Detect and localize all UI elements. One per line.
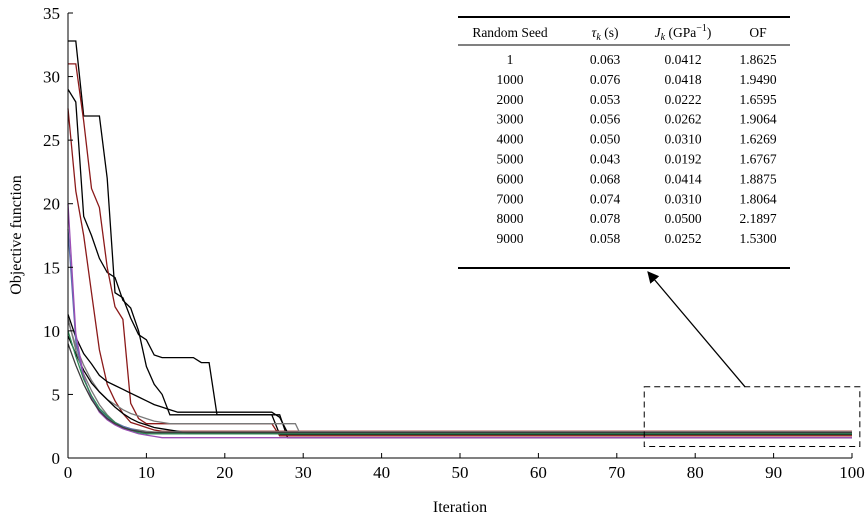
series-line-1 <box>68 40 852 439</box>
series-line-11 <box>67 330 852 435</box>
x-axis-title: Iteration <box>433 499 487 516</box>
table-cell: 6000 <box>497 171 524 186</box>
table-cell: 8000 <box>497 211 524 226</box>
x-tick-label: 90 <box>765 463 782 482</box>
series-line-3 <box>68 63 852 437</box>
series-line-10 <box>67 203 852 439</box>
table-cell: 1.6269 <box>739 132 776 147</box>
series-layer <box>67 40 852 439</box>
x-tick-label: 50 <box>452 463 469 482</box>
table-cell: 0.0262 <box>664 112 701 127</box>
table-cell: 9000 <box>497 231 524 246</box>
table-cell: 1.9064 <box>739 112 776 127</box>
table-cell: 0.068 <box>590 171 621 186</box>
table-cell: 1.5300 <box>739 231 776 246</box>
table-header-seed: Random Seed <box>472 25 548 40</box>
table-body: 1 0.063 0.0412 1.8625 1000 0.076 0.0418 1.9490 2… <box>497 52 777 246</box>
zoom-annotation <box>643 271 861 448</box>
table-cell: 0.078 <box>590 211 621 226</box>
table-cell: 0.0500 <box>664 211 701 226</box>
series-line-7 <box>67 335 852 434</box>
x-tick-label: 70 <box>608 463 625 482</box>
y-tick-label: 15 <box>43 258 60 277</box>
table-cell: 0.050 <box>590 132 621 147</box>
y-axis-title: Objective function <box>8 175 25 295</box>
x-tick-label: 80 <box>687 463 704 482</box>
y-tick-label: 30 <box>43 68 60 87</box>
x-tick-label: 40 <box>373 463 390 482</box>
series-line-5 <box>67 314 852 434</box>
series-line-6 <box>67 320 852 433</box>
table-cell: 1000 <box>497 72 524 87</box>
table-cell: 0.0310 <box>664 132 701 147</box>
table-cell: 7000 <box>497 191 524 206</box>
table-cell: 0.074 <box>590 191 621 206</box>
table-header-jk: Jk (GPa−1) <box>655 23 712 43</box>
table-cell: 0.063 <box>590 52 621 67</box>
table-cell: 1.6767 <box>739 152 776 167</box>
x-tick-label: 100 <box>839 463 865 482</box>
table-header-tau: τk (s) <box>592 25 619 43</box>
series-line-12 <box>67 343 852 434</box>
zoom-arrow <box>647 271 746 388</box>
y-tick-label: 20 <box>43 195 60 214</box>
y-tick-label: 0 <box>52 449 61 468</box>
y-tick-label: 35 <box>43 4 60 23</box>
table-cell: 0.058 <box>590 231 621 246</box>
table-cell: 1.9490 <box>739 72 776 87</box>
seed-results-table: Random Seed τk (s) Jk (GPa−1) OF 1 0.063 0… <box>458 16 790 269</box>
zoom-box <box>643 386 861 448</box>
x-tick-label: 30 <box>295 463 312 482</box>
table-cell: 0.0412 <box>664 52 701 67</box>
table-header-of: OF <box>749 25 767 40</box>
x-tick-label: 0 <box>64 463 73 482</box>
table-cell: 2.1897 <box>739 211 776 226</box>
series-line-4 <box>67 108 852 432</box>
table-cell: 0.0222 <box>664 92 701 107</box>
x-tick-label: 60 <box>530 463 547 482</box>
table-cell: 1.6595 <box>739 92 776 107</box>
table-cell: 4000 <box>497 132 524 147</box>
table-cell: 5000 <box>497 152 524 167</box>
y-tick-label: 25 <box>43 131 60 150</box>
table-cell: 0.0192 <box>664 152 701 167</box>
table-cell: 1 <box>507 52 514 67</box>
y-tick-label: 5 <box>52 385 61 404</box>
table-cell: 0.0252 <box>664 231 701 246</box>
table-cell: 0.056 <box>590 112 621 127</box>
y-tick-label: 10 <box>43 322 60 341</box>
table-cell: 3000 <box>497 112 524 127</box>
table-cell: 0.0418 <box>664 72 701 87</box>
series-line-9 <box>67 229 852 434</box>
table-cell: 1.8064 <box>739 191 776 206</box>
x-tick-label: 20 <box>216 463 233 482</box>
table-cell: 2000 <box>497 92 524 107</box>
table-cell: 1.8875 <box>739 171 776 186</box>
table-cell: 0.076 <box>590 72 621 87</box>
x-tick-label: 10 <box>138 463 155 482</box>
table-cell: 0.053 <box>590 92 621 107</box>
table-cell: 0.0414 <box>664 171 701 186</box>
table-cell: 0.043 <box>590 152 621 167</box>
table-cell: 0.0310 <box>664 191 701 206</box>
table-cell: 1.8625 <box>739 52 776 67</box>
series-line-2 <box>67 88 852 436</box>
